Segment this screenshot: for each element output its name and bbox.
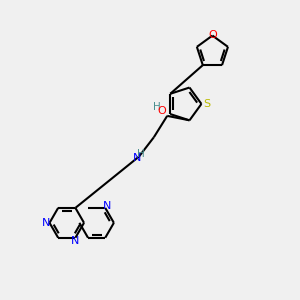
Text: N: N [132, 153, 141, 163]
Text: N: N [42, 218, 50, 228]
Text: N: N [103, 200, 111, 211]
Text: H: H [136, 148, 144, 159]
Text: N: N [71, 236, 80, 246]
Text: O: O [208, 30, 217, 40]
Text: S: S [203, 99, 210, 109]
Text: O: O [157, 106, 166, 116]
Text: H: H [153, 102, 161, 112]
